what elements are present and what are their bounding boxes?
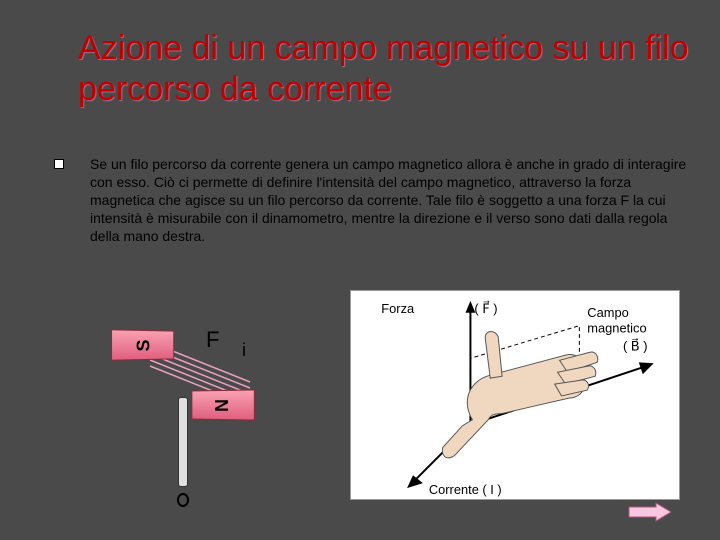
magnet-south-label: S <box>133 339 154 351</box>
magnet-south: S <box>111 329 174 360</box>
bullet-paragraph: Se un filo percorso da corrente genera u… <box>54 156 696 246</box>
magnet-diagram: S N F i <box>70 302 330 522</box>
dynamometer-loop-icon <box>177 493 189 507</box>
magnet-north-label: N <box>212 398 233 411</box>
page-title: Azione di un campo magnetico su un filo … <box>78 28 700 110</box>
hand-current-label: Corrente ( I ) <box>429 482 502 497</box>
dynamometer <box>175 397 191 517</box>
hand-field-label: Campo <box>587 305 628 320</box>
bullet-icon <box>54 159 64 169</box>
next-arrow-icon[interactable] <box>628 502 672 522</box>
hand-svg: Forza ( F⃗ ) Campo magnetico ( B⃗ ) Corr… <box>351 291 679 499</box>
hand-field-vec: ( B⃗ ) <box>623 338 648 353</box>
hand-force-label: Forza <box>381 301 415 316</box>
body-text: Se un filo percorso da corrente genera u… <box>90 156 696 246</box>
magnet-north: N <box>191 389 254 420</box>
dynamometer-body <box>178 397 188 487</box>
hand-field-label2: magnetico <box>587 321 646 336</box>
current-label: i <box>242 340 246 361</box>
force-label: F <box>206 327 219 353</box>
hand-force-vec: ( F⃗ ) <box>474 300 497 315</box>
right-hand-rule-diagram: Forza ( F⃗ ) Campo magnetico ( B⃗ ) Corr… <box>350 290 680 500</box>
